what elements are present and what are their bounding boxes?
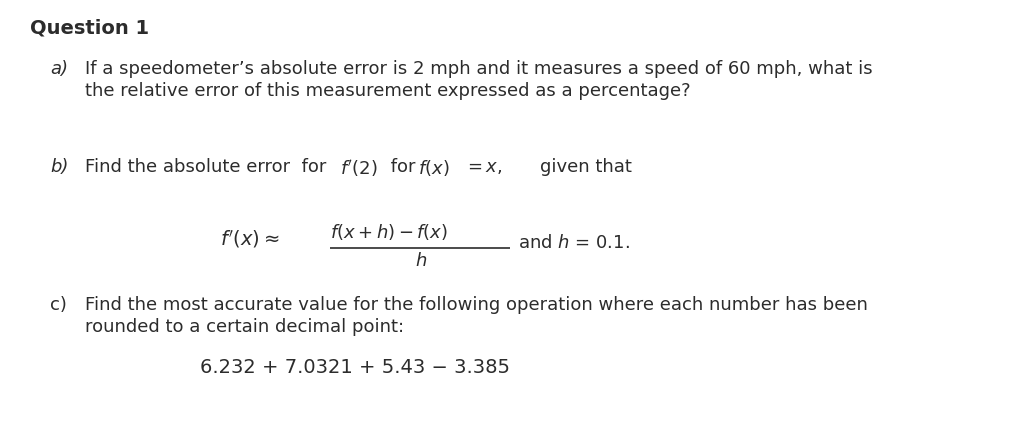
Text: a): a) <box>50 60 68 78</box>
Text: Question 1: Question 1 <box>30 18 149 37</box>
Text: and $h$ = 0.1.: and $h$ = 0.1. <box>518 234 630 252</box>
Text: 6.232 + 7.0321 + 5.43 − 3.385: 6.232 + 7.0321 + 5.43 − 3.385 <box>200 358 510 377</box>
Text: rounded to a certain decimal point:: rounded to a certain decimal point: <box>85 318 404 336</box>
Text: b): b) <box>50 158 69 176</box>
Text: c): c) <box>50 296 67 314</box>
Text: Find the most accurate value for the following operation where each number has b: Find the most accurate value for the fol… <box>85 296 868 314</box>
Text: the relative error of this measurement expressed as a percentage?: the relative error of this measurement e… <box>85 82 691 100</box>
Text: given that: given that <box>540 158 631 176</box>
Text: for: for <box>385 158 421 176</box>
Text: $\mathit{f(x)}$: $\mathit{f(x)}$ <box>418 158 450 178</box>
Text: $= x,$: $= x,$ <box>458 158 502 176</box>
Text: If a speedometer’s absolute error is 2 mph and it measures a speed of 60 mph, wh: If a speedometer’s absolute error is 2 m… <box>85 60 872 78</box>
Text: $\mathit{f'(2)}$: $\mathit{f'(2)}$ <box>340 158 377 179</box>
Text: $f'(x) \approx$: $f'(x) \approx$ <box>220 228 280 250</box>
Text: $f(x+h)-f(x)$: $f(x+h)-f(x)$ <box>330 222 448 242</box>
Text: $h$: $h$ <box>415 252 427 270</box>
Text: Find the absolute error  for: Find the absolute error for <box>85 158 338 176</box>
